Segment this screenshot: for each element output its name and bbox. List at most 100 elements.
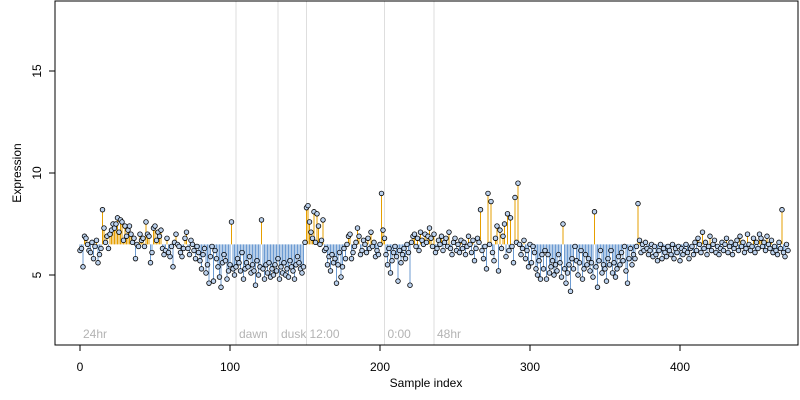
data-point [696, 241, 703, 248]
data-point [659, 255, 665, 262]
data-point [557, 260, 563, 266]
data-point [452, 235, 458, 241]
data-point [261, 276, 268, 282]
data-point [563, 280, 569, 286]
data-point [93, 237, 100, 244]
data-point [156, 233, 163, 239]
data-point [698, 249, 704, 256]
data-point [183, 229, 190, 235]
data-point [215, 264, 221, 270]
data-point [468, 249, 475, 256]
data-point [269, 266, 275, 272]
data-point [485, 190, 491, 197]
data-point [201, 245, 208, 252]
data-point [362, 241, 368, 248]
data-point [636, 237, 643, 244]
data-point [87, 249, 94, 256]
data-point [653, 251, 659, 258]
data-point [198, 266, 205, 272]
data-point [479, 247, 485, 254]
x-tick-label: 400 [670, 360, 690, 374]
data-point [386, 245, 392, 252]
data-point [702, 239, 709, 246]
data-point [542, 247, 548, 254]
data-point [180, 245, 187, 252]
phase-label: dusk [281, 327, 307, 341]
data-point [164, 235, 170, 241]
data-point [575, 272, 581, 278]
data-point [761, 239, 767, 246]
data-point [227, 262, 233, 268]
data-point [170, 264, 176, 270]
data-point [92, 243, 98, 250]
data-point [89, 239, 95, 246]
data-point [401, 245, 407, 252]
data-point [684, 249, 691, 256]
data-point [629, 262, 635, 268]
data-point [545, 251, 551, 258]
data-point [191, 247, 197, 254]
data-point [470, 237, 476, 244]
data-point [255, 272, 262, 278]
data-point [486, 241, 493, 248]
data-point [305, 202, 311, 209]
data-point [312, 239, 319, 246]
data-point [515, 180, 521, 186]
data-point [377, 241, 383, 248]
data-point [186, 251, 193, 258]
data-point [617, 262, 623, 268]
data-point [264, 270, 271, 276]
data-point [774, 251, 781, 258]
data-point [141, 243, 148, 250]
data-point [720, 247, 727, 254]
data-point [210, 278, 217, 284]
data-point [459, 245, 466, 252]
data-point [599, 270, 605, 276]
data-point [336, 249, 343, 256]
data-point [501, 221, 508, 227]
data-point [642, 239, 649, 246]
data-point [456, 249, 463, 256]
data-point [225, 268, 232, 274]
data-point [233, 264, 239, 270]
data-point [405, 249, 412, 256]
data-point [603, 278, 610, 284]
data-point [318, 237, 325, 244]
data-point [579, 276, 586, 282]
data-point [654, 258, 661, 264]
data-point [590, 274, 596, 280]
data-point [246, 253, 253, 260]
data-point [593, 264, 599, 270]
data-point [438, 233, 445, 239]
data-point [416, 247, 422, 254]
data-point [102, 239, 109, 246]
data-point [149, 249, 155, 256]
data-point [735, 247, 742, 254]
data-point [132, 255, 139, 262]
data-point [620, 258, 626, 264]
data-point [402, 255, 409, 262]
data-point [306, 219, 313, 225]
data-point [206, 280, 212, 286]
data-point [152, 223, 158, 229]
data-point [105, 245, 112, 252]
data-point [411, 231, 418, 237]
data-point [239, 249, 245, 256]
data-point [576, 260, 583, 266]
data-point [507, 215, 514, 221]
data-point [80, 264, 86, 270]
x-axis-title: Sample index [390, 376, 463, 390]
data-point [342, 255, 349, 262]
data-point [381, 235, 388, 241]
data-point [224, 276, 230, 282]
data-point [743, 245, 749, 252]
data-point [131, 235, 137, 241]
x-tick-label: 300 [520, 360, 540, 374]
data-point [611, 260, 617, 266]
data-point [96, 251, 103, 258]
data-point [561, 266, 568, 272]
data-point [500, 233, 506, 239]
data-point [651, 243, 658, 250]
data-point [284, 266, 290, 272]
